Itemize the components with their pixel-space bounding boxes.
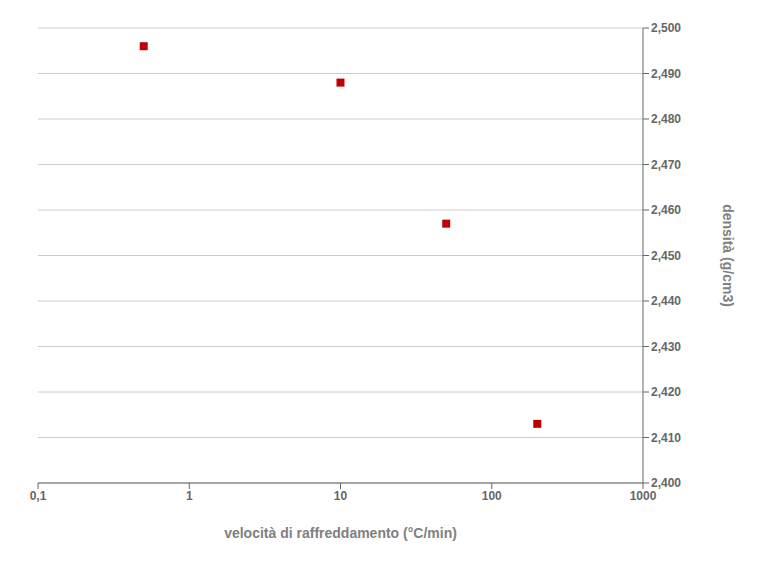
svg-text:1000: 1000 <box>630 489 657 503</box>
svg-text:10: 10 <box>334 489 348 503</box>
svg-text:2,470: 2,470 <box>651 158 681 172</box>
svg-text:2,450: 2,450 <box>651 249 681 263</box>
svg-text:velocità di raffreddamento (°C: velocità di raffreddamento (°C/min) <box>224 525 457 541</box>
svg-text:100: 100 <box>482 489 502 503</box>
svg-text:2,480: 2,480 <box>651 112 681 126</box>
svg-text:2,490: 2,490 <box>651 67 681 81</box>
svg-text:2,440: 2,440 <box>651 294 681 308</box>
svg-text:2,460: 2,460 <box>651 203 681 217</box>
svg-text:2,500: 2,500 <box>651 21 681 35</box>
svg-text:2,420: 2,420 <box>651 385 681 399</box>
svg-text:densità (g/cm3): densità (g/cm3) <box>720 204 736 307</box>
svg-text:1: 1 <box>186 489 193 503</box>
svg-text:2,400: 2,400 <box>651 476 681 490</box>
svg-text:2,430: 2,430 <box>651 340 681 354</box>
svg-text:2,410: 2,410 <box>651 431 681 445</box>
svg-text:0,1: 0,1 <box>30 489 47 503</box>
